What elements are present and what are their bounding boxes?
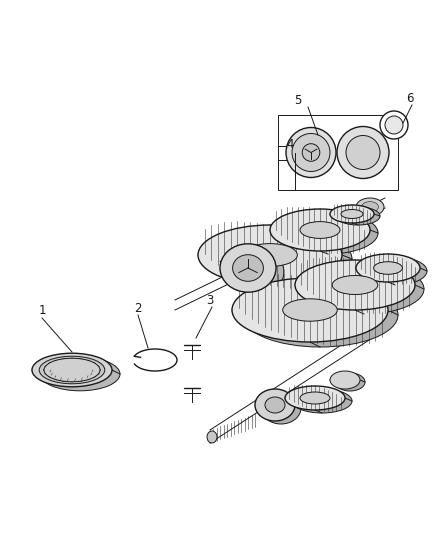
Text: 3: 3: [206, 294, 214, 306]
Ellipse shape: [330, 205, 374, 223]
Ellipse shape: [363, 257, 427, 285]
Text: 2: 2: [134, 302, 142, 314]
Ellipse shape: [232, 278, 388, 342]
Text: 4: 4: [286, 139, 294, 151]
Ellipse shape: [292, 389, 352, 413]
Ellipse shape: [78, 379, 82, 382]
Ellipse shape: [40, 357, 120, 391]
Text: 5: 5: [294, 93, 302, 107]
Ellipse shape: [198, 225, 342, 285]
Ellipse shape: [207, 431, 217, 443]
Ellipse shape: [255, 389, 295, 421]
Ellipse shape: [70, 380, 74, 382]
Ellipse shape: [270, 209, 370, 251]
Ellipse shape: [54, 360, 59, 362]
Ellipse shape: [300, 392, 330, 404]
Ellipse shape: [233, 255, 263, 281]
Ellipse shape: [91, 375, 95, 377]
Ellipse shape: [32, 353, 112, 387]
Ellipse shape: [304, 264, 424, 314]
Ellipse shape: [95, 369, 100, 371]
Ellipse shape: [78, 359, 82, 361]
Ellipse shape: [330, 371, 360, 389]
Ellipse shape: [228, 250, 284, 294]
Ellipse shape: [54, 378, 59, 380]
Ellipse shape: [91, 362, 95, 365]
Ellipse shape: [44, 358, 100, 382]
Ellipse shape: [243, 244, 297, 266]
Ellipse shape: [45, 366, 49, 368]
Ellipse shape: [362, 201, 378, 212]
Ellipse shape: [295, 260, 415, 310]
Ellipse shape: [300, 222, 340, 238]
Ellipse shape: [220, 244, 276, 292]
Circle shape: [286, 127, 336, 177]
Ellipse shape: [261, 392, 301, 424]
Text: 6: 6: [406, 92, 414, 104]
Ellipse shape: [62, 359, 67, 361]
Ellipse shape: [332, 276, 378, 295]
Ellipse shape: [356, 198, 384, 216]
Text: 1: 1: [38, 303, 46, 317]
Ellipse shape: [49, 375, 53, 377]
Ellipse shape: [62, 379, 67, 382]
Circle shape: [292, 133, 330, 172]
Ellipse shape: [95, 369, 100, 371]
Circle shape: [380, 111, 408, 139]
Ellipse shape: [85, 360, 90, 362]
Ellipse shape: [285, 386, 345, 410]
Ellipse shape: [45, 373, 49, 374]
Circle shape: [346, 135, 380, 169]
Circle shape: [337, 126, 389, 179]
Ellipse shape: [278, 212, 378, 254]
Ellipse shape: [341, 209, 363, 219]
Ellipse shape: [336, 207, 380, 225]
Ellipse shape: [39, 356, 105, 384]
Ellipse shape: [356, 254, 420, 282]
Ellipse shape: [283, 299, 337, 321]
Ellipse shape: [242, 283, 398, 347]
Ellipse shape: [94, 366, 99, 368]
Circle shape: [385, 116, 403, 134]
Ellipse shape: [335, 373, 365, 391]
Ellipse shape: [374, 262, 403, 274]
Ellipse shape: [94, 373, 99, 374]
Ellipse shape: [44, 369, 49, 371]
Ellipse shape: [49, 362, 53, 365]
Ellipse shape: [85, 378, 90, 380]
Ellipse shape: [265, 397, 285, 413]
Ellipse shape: [44, 369, 49, 371]
Ellipse shape: [70, 358, 74, 360]
Circle shape: [302, 144, 320, 161]
Bar: [278, 115, 398, 190]
Ellipse shape: [208, 229, 352, 289]
